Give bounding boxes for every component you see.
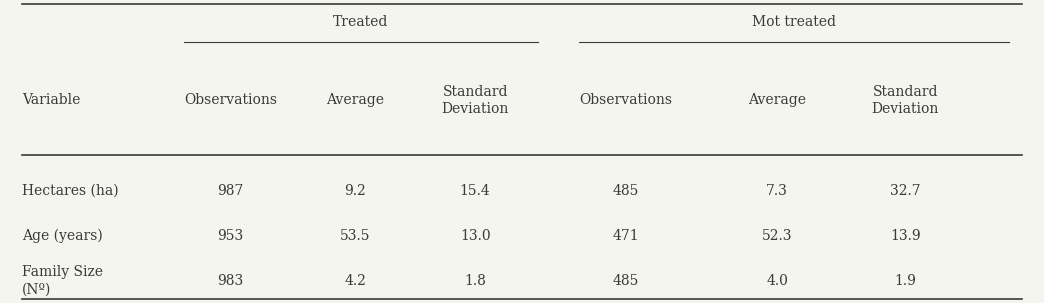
Text: 9.2: 9.2 bbox=[345, 184, 366, 198]
Text: 1.8: 1.8 bbox=[465, 274, 487, 288]
Text: Average: Average bbox=[749, 93, 806, 108]
Text: 7.3: 7.3 bbox=[766, 184, 788, 198]
Text: 52.3: 52.3 bbox=[762, 228, 792, 243]
Text: 953: 953 bbox=[217, 228, 243, 243]
Text: 4.2: 4.2 bbox=[345, 274, 366, 288]
Text: Age (years): Age (years) bbox=[22, 228, 103, 243]
Text: 13.0: 13.0 bbox=[459, 228, 491, 243]
Text: Mot treated: Mot treated bbox=[753, 15, 836, 29]
Text: Observations: Observations bbox=[579, 93, 672, 108]
Text: Hectares (ha): Hectares (ha) bbox=[22, 184, 119, 198]
Text: Family Size
(Nº): Family Size (Nº) bbox=[22, 265, 103, 296]
Text: 983: 983 bbox=[217, 274, 243, 288]
Text: 4.0: 4.0 bbox=[766, 274, 788, 288]
Text: 987: 987 bbox=[217, 184, 243, 198]
Text: Average: Average bbox=[327, 93, 384, 108]
Text: 485: 485 bbox=[613, 274, 639, 288]
Text: 485: 485 bbox=[613, 184, 639, 198]
Text: 1.9: 1.9 bbox=[895, 274, 916, 288]
Text: 15.4: 15.4 bbox=[459, 184, 491, 198]
Text: Treated: Treated bbox=[333, 15, 388, 29]
Text: 32.7: 32.7 bbox=[889, 184, 921, 198]
Text: Variable: Variable bbox=[22, 93, 80, 108]
Text: Standard
Deviation: Standard Deviation bbox=[442, 85, 508, 116]
Text: 13.9: 13.9 bbox=[889, 228, 921, 243]
Text: Observations: Observations bbox=[184, 93, 277, 108]
Text: 471: 471 bbox=[613, 228, 639, 243]
Text: Standard
Deviation: Standard Deviation bbox=[872, 85, 939, 116]
Text: 53.5: 53.5 bbox=[340, 228, 371, 243]
